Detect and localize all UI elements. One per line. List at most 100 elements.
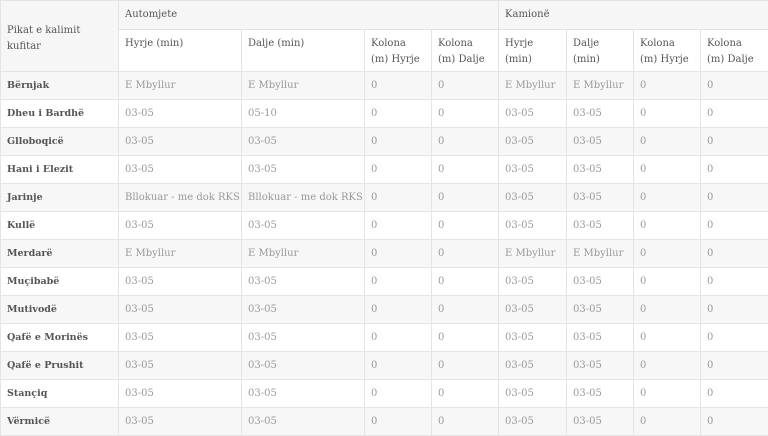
- value-cell: 03-05: [567, 268, 634, 296]
- value-cell: 0: [365, 212, 432, 240]
- value-cell: E Mbyllur: [499, 240, 567, 268]
- value-cell: 0: [432, 212, 499, 240]
- value-cell: 0: [432, 324, 499, 352]
- value-cell: 0: [701, 100, 768, 128]
- value-cell: 03-05: [499, 156, 567, 184]
- value-cell: 03-05: [242, 408, 365, 436]
- value-cell: 0: [701, 212, 768, 240]
- value-cell: 0: [701, 128, 768, 156]
- value-cell: 0: [365, 268, 432, 296]
- value-cell: 03-05: [567, 380, 634, 408]
- value-cell: 0: [634, 240, 701, 268]
- value-cell: 0: [634, 380, 701, 408]
- value-cell: 0: [432, 352, 499, 380]
- value-cell: 0: [701, 240, 768, 268]
- value-cell: 03-05: [567, 128, 634, 156]
- value-cell: E Mbyllur: [119, 72, 242, 100]
- crossing-name-cell: Jarinje: [1, 184, 119, 212]
- value-cell: 03-05: [499, 324, 567, 352]
- value-cell: 0: [432, 240, 499, 268]
- value-cell: 0: [432, 380, 499, 408]
- crossing-name-cell: Stançiq: [1, 380, 119, 408]
- value-cell: E Mbyllur: [242, 240, 365, 268]
- cars-group-header: Automjete: [119, 1, 499, 30]
- crossing-name-cell: Qafë e Prushit: [1, 352, 119, 380]
- value-cell: E Mbyllur: [567, 240, 634, 268]
- value-cell: 03-05: [499, 296, 567, 324]
- value-cell: 03-05: [499, 128, 567, 156]
- value-cell: 0: [432, 100, 499, 128]
- crossing-name-cell: Bërnjak: [1, 72, 119, 100]
- value-cell: 03-05: [119, 100, 242, 128]
- value-cell: 0: [365, 184, 432, 212]
- crossing-name-cell: Vërmicë: [1, 408, 119, 436]
- value-cell: 03-05: [567, 156, 634, 184]
- value-cell: 03-05: [499, 100, 567, 128]
- column-header: Kolona (m) Dalje: [432, 30, 499, 72]
- value-cell: E Mbyllur: [242, 72, 365, 100]
- value-cell: 03-05: [242, 296, 365, 324]
- crossing-name-cell: Kullë: [1, 212, 119, 240]
- value-cell: 03-05: [567, 324, 634, 352]
- value-cell: 0: [634, 100, 701, 128]
- crossing-name-cell: Glloboqicë: [1, 128, 119, 156]
- value-cell: E Mbyllur: [499, 72, 567, 100]
- value-cell: 03-05: [242, 324, 365, 352]
- value-cell: 03-05: [119, 212, 242, 240]
- value-cell: 03-05: [119, 324, 242, 352]
- value-cell: 0: [701, 352, 768, 380]
- value-cell: E Mbyllur: [567, 72, 634, 100]
- crossing-name-cell: Dheu i Bardhë: [1, 100, 119, 128]
- value-cell: 03-05: [567, 184, 634, 212]
- value-cell: 0: [634, 212, 701, 240]
- crossing-name-cell: Merdarë: [1, 240, 119, 268]
- column-header: Kolona (m) Hyrje: [634, 30, 701, 72]
- value-cell: 0: [432, 184, 499, 212]
- value-cell: 03-05: [499, 268, 567, 296]
- value-cell: 03-05: [242, 156, 365, 184]
- value-cell: 0: [365, 380, 432, 408]
- column-header: Kolona (m) Hyrje: [365, 30, 432, 72]
- value-cell: 03-05: [242, 212, 365, 240]
- value-cell: 0: [634, 324, 701, 352]
- value-cell: 03-05: [567, 100, 634, 128]
- value-cell: 03-05: [499, 352, 567, 380]
- value-cell: 03-05: [567, 352, 634, 380]
- column-header: Dalje (min): [567, 30, 634, 72]
- value-cell: 0: [432, 408, 499, 436]
- value-cell: 0: [365, 100, 432, 128]
- value-cell: 0: [701, 268, 768, 296]
- value-cell: 05-10: [242, 100, 365, 128]
- value-cell: 03-05: [499, 380, 567, 408]
- value-cell: 0: [634, 408, 701, 436]
- value-cell: 0: [432, 72, 499, 100]
- value-cell: 03-05: [499, 408, 567, 436]
- value-cell: E Mbyllur: [119, 240, 242, 268]
- value-cell: 03-05: [119, 352, 242, 380]
- value-cell: 0: [701, 408, 768, 436]
- value-cell: 0: [701, 72, 768, 100]
- value-cell: Bllokuar - me dok RKS: [242, 184, 365, 212]
- value-cell: 0: [432, 296, 499, 324]
- value-cell: 0: [365, 240, 432, 268]
- value-cell: 0: [634, 184, 701, 212]
- value-cell: 0: [365, 156, 432, 184]
- value-cell: 03-05: [499, 212, 567, 240]
- value-cell: 03-05: [119, 296, 242, 324]
- value-cell: 0: [634, 268, 701, 296]
- value-cell: 03-05: [119, 380, 242, 408]
- value-cell: 03-05: [567, 408, 634, 436]
- value-cell: 0: [365, 72, 432, 100]
- value-cell: 0: [634, 352, 701, 380]
- value-cell: 03-05: [119, 408, 242, 436]
